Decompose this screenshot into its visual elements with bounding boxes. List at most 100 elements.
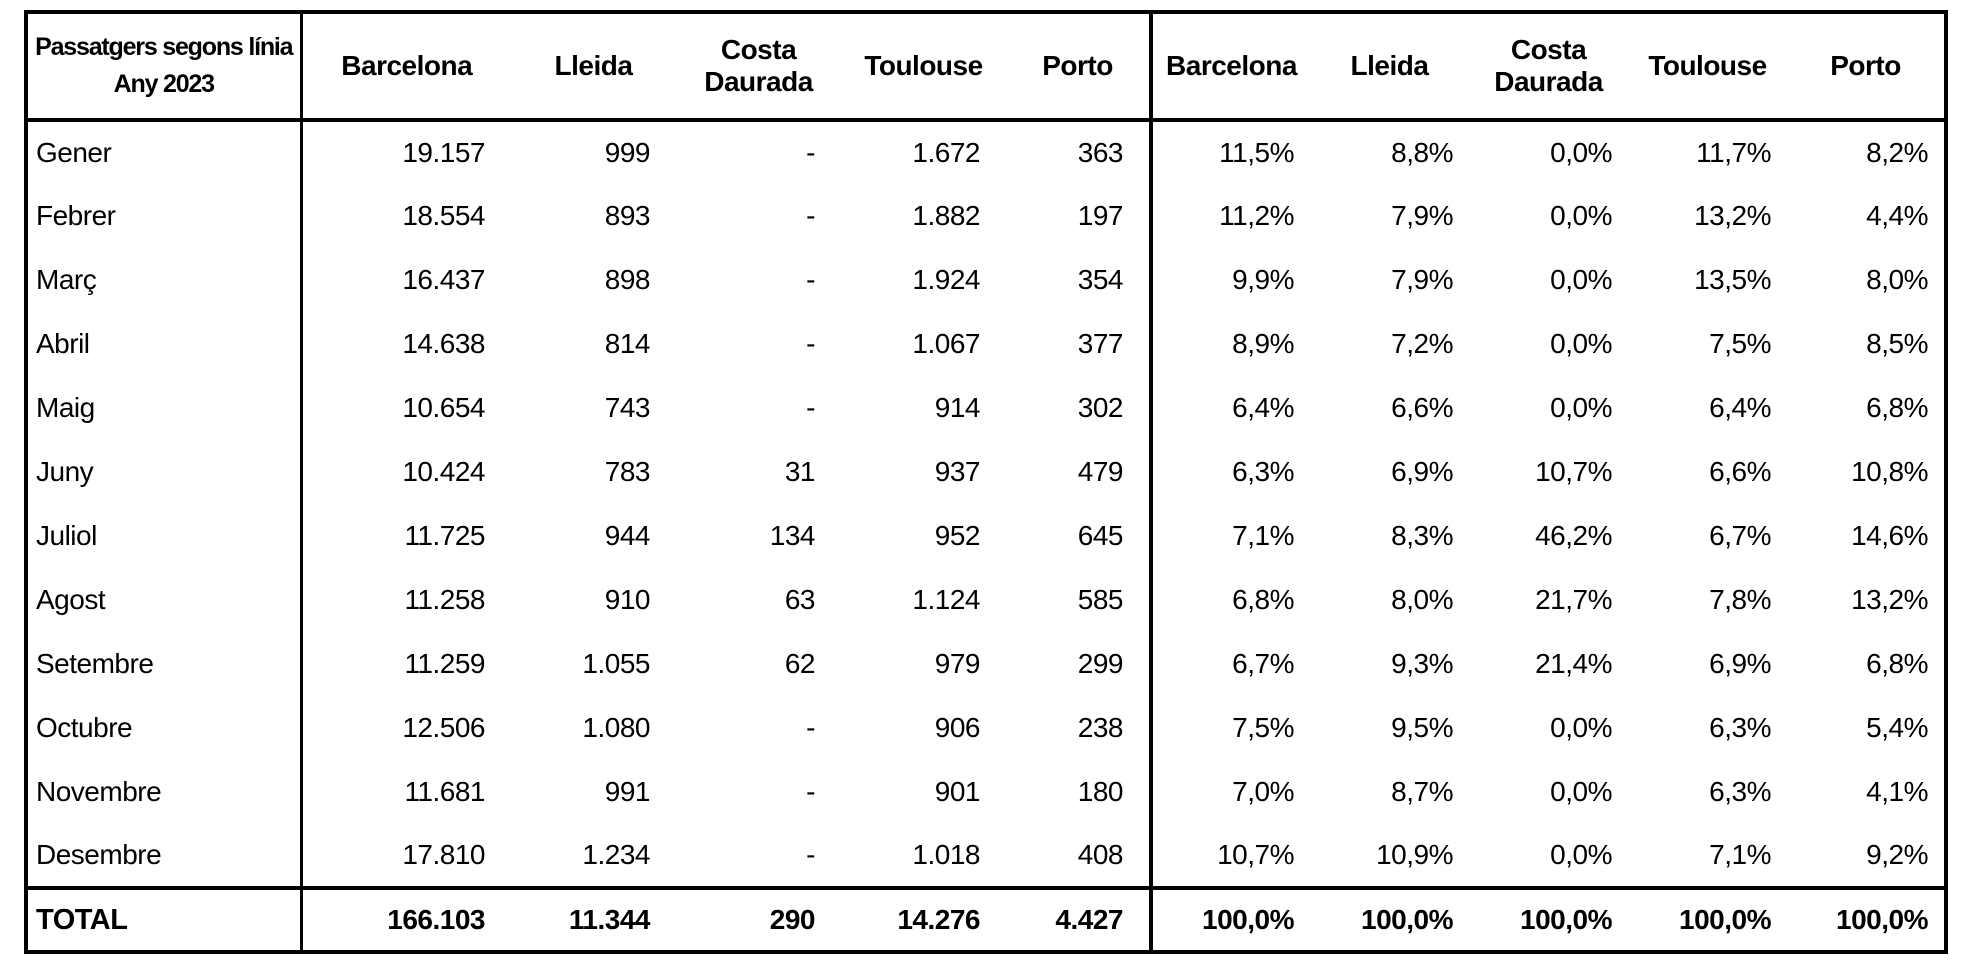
share-value: 7,5% xyxy=(1709,328,1771,359)
share-value: 6,9% xyxy=(1709,648,1771,679)
passengers-value: 991 xyxy=(604,776,651,807)
passengers-value: 1.882 xyxy=(912,200,980,231)
passengers-value: 1.124 xyxy=(912,584,980,615)
column-header-pct-porto: Porto xyxy=(1787,12,1946,122)
passengers-value: 11.259 xyxy=(404,648,485,679)
share-value: 10,9% xyxy=(1376,839,1453,870)
share-value: 0,0% xyxy=(1550,264,1612,295)
passengers-value: 238 xyxy=(1077,712,1124,743)
month-label: Març xyxy=(26,248,303,312)
share-value: 8,5% xyxy=(1866,328,1928,359)
passengers-value: - xyxy=(806,200,815,231)
passengers-value: 914 xyxy=(934,392,981,423)
passengers-value: 999 xyxy=(604,137,651,168)
passengers-value: 377 xyxy=(1077,328,1124,359)
share-value: 21,4% xyxy=(1535,648,1612,679)
share-value: 7,2% xyxy=(1391,328,1453,359)
share-value: 8,7% xyxy=(1391,776,1453,807)
share-value: 21,7% xyxy=(1535,584,1612,615)
passengers-value: 363 xyxy=(1077,137,1124,168)
passengers-value: 16.437 xyxy=(402,264,485,295)
share-value: 13,2% xyxy=(1694,200,1771,231)
share-value: 7,9% xyxy=(1391,264,1453,295)
share-value: 8,8% xyxy=(1391,137,1453,168)
passengers-value: 979 xyxy=(934,648,981,679)
table-header: Passatgers segons línia Any 2023 Barcelo… xyxy=(26,12,1946,122)
passengers-value: 17.810 xyxy=(402,839,485,870)
passengers-value: - xyxy=(806,776,815,807)
passengers-value: 479 xyxy=(1077,456,1124,487)
month-label: Juliol xyxy=(26,504,303,568)
share-value: 10,7% xyxy=(1149,824,1310,888)
passengers-value: - xyxy=(806,328,815,359)
share-value: 11,7% xyxy=(1696,137,1771,168)
month-label: Setembre xyxy=(26,632,303,696)
share-value: 7,5% xyxy=(1149,696,1310,760)
month-label: Octubre xyxy=(26,696,303,760)
share-value: 6,8% xyxy=(1866,648,1928,679)
passengers-value: - xyxy=(806,137,815,168)
passengers-value: 1.924 xyxy=(912,264,980,295)
passengers-value: 19.157 xyxy=(402,137,485,168)
passengers-value: - xyxy=(806,264,815,295)
share-value: 13,5% xyxy=(1694,264,1771,295)
month-label: Juny xyxy=(26,440,303,504)
table-row: Setembre 11.259 1.055 62 979 299 6,7% 9,3% 21,4%… xyxy=(26,632,1946,696)
passengers-value: 134 xyxy=(769,520,816,551)
passengers-value: - xyxy=(806,712,815,743)
total-pct-lleida: 100,0% xyxy=(1310,886,1469,952)
passengers-value: 1.018 xyxy=(912,839,980,870)
table-row: Juny 10.424 783 31 937 479 6,3% 6,9% 10,7% 6,6% 10… xyxy=(26,440,1946,504)
passengers-value: 910 xyxy=(604,584,651,615)
passengers-table: Passatgers segons línia Any 2023 Barcelo… xyxy=(24,10,1948,954)
share-value: 7,9% xyxy=(1391,200,1453,231)
share-value: 8,2% xyxy=(1866,137,1928,168)
month-label: Abril xyxy=(26,312,303,376)
share-value: 10,8% xyxy=(1851,456,1928,487)
passengers-value: 63 xyxy=(784,584,816,615)
share-value: 6,8% xyxy=(1866,392,1928,423)
table-title-cell: Passatgers segons línia Any 2023 xyxy=(26,12,303,122)
table-row: Gener 19.157 999 - 1.672 363 11,5% 8,8% 0,0% 11,7… xyxy=(26,120,1946,184)
share-value: 0,0% xyxy=(1550,200,1612,231)
table-row: Octubre 12.506 1.080 - 906 238 7,5% 9,5% 0,0% 6,3… xyxy=(26,696,1946,760)
header-row: Passatgers segons línia Any 2023 Barcelo… xyxy=(26,12,1946,122)
share-value: 0,0% xyxy=(1550,712,1612,743)
share-value: 46,2% xyxy=(1535,520,1612,551)
passengers-value: 743 xyxy=(604,392,651,423)
share-value: 0,0% xyxy=(1550,776,1612,807)
passengers-value: 10.654 xyxy=(402,392,485,423)
passengers-value: 893 xyxy=(604,200,651,231)
passengers-value: 12.506 xyxy=(402,712,485,743)
column-header-abs-barcelona: Barcelona xyxy=(301,12,511,122)
passengers-value: 408 xyxy=(1077,839,1124,870)
passengers-value: 299 xyxy=(1077,648,1124,679)
share-value: 6,8% xyxy=(1149,568,1310,632)
month-label: Maig xyxy=(26,376,303,440)
passengers-value: 952 xyxy=(934,520,981,551)
passengers-value: 11.725 xyxy=(404,520,485,551)
share-value: 9,5% xyxy=(1391,712,1453,743)
passengers-value: 180 xyxy=(1077,776,1124,807)
share-value: 7,8% xyxy=(1709,584,1771,615)
passengers-value: 14.638 xyxy=(402,328,485,359)
passengers-value: 302 xyxy=(1077,392,1124,423)
passengers-value: 31 xyxy=(784,456,816,487)
table-row: Març 16.437 898 - 1.924 354 9,9% 7,9% 0,0% 13,5% 8… xyxy=(26,248,1946,312)
share-value: 4,4% xyxy=(1866,200,1928,231)
total-pct-porto: 100,0% xyxy=(1787,886,1946,952)
month-label: Gener xyxy=(26,120,303,184)
share-value: 7,0% xyxy=(1149,760,1310,824)
passengers-value: 1.067 xyxy=(912,328,980,359)
share-value: 6,9% xyxy=(1391,456,1453,487)
share-value: 6,3% xyxy=(1149,440,1310,504)
share-value: 6,7% xyxy=(1709,520,1771,551)
share-value: 6,7% xyxy=(1149,632,1310,696)
table-row: Juliol 11.725 944 134 952 645 7,1% 8,3% 46,2% 6,7… xyxy=(26,504,1946,568)
passengers-value: 898 xyxy=(604,264,651,295)
share-value: 0,0% xyxy=(1550,392,1612,423)
total-abs-porto: 4.427 xyxy=(1006,886,1151,952)
share-value: 8,3% xyxy=(1391,520,1453,551)
share-value: 5,4% xyxy=(1866,712,1928,743)
total-pct-toulouse: 100,0% xyxy=(1628,886,1787,952)
